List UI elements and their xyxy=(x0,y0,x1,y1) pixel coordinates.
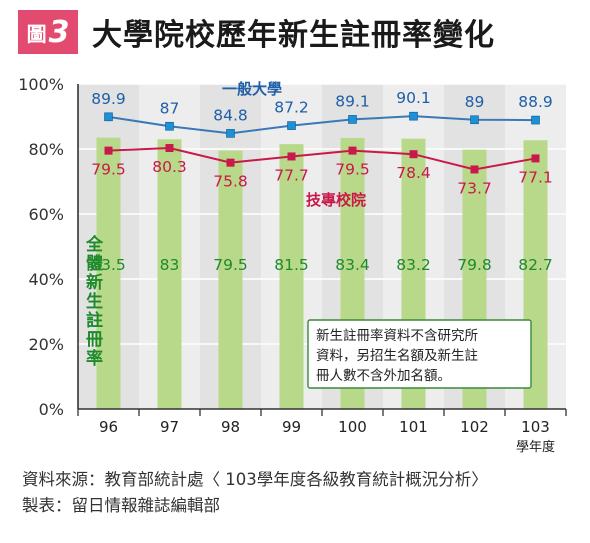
y-tick-label: 80% xyxy=(28,140,64,159)
line-value-label: 84.8 xyxy=(213,106,248,124)
line-marker xyxy=(104,146,113,155)
line-marker xyxy=(348,146,357,155)
note-line: 資料，另招生名額及新生註 xyxy=(316,348,478,364)
line-marker xyxy=(409,111,418,121)
line-value-label: 87.2 xyxy=(274,99,309,117)
x-unit-label: 學年度 xyxy=(516,439,555,455)
line-value-label: 77.1 xyxy=(518,168,553,186)
line-value-label: 88.9 xyxy=(518,93,553,111)
series-line xyxy=(108,115,536,135)
bar xyxy=(96,137,121,409)
figure-badge-number: 3 xyxy=(48,14,70,50)
bar-value-label: 79.5 xyxy=(213,256,248,274)
line-value-label: 89.9 xyxy=(91,90,126,108)
line-value-label: 79.5 xyxy=(335,161,370,179)
figure-badge: 圖 3 xyxy=(18,10,78,54)
chart-title: 大學院校歷年新生註冊率變化 xyxy=(92,18,495,53)
x-tick-label: 99 xyxy=(282,418,301,436)
figure-badge-prefix: 圖 xyxy=(26,21,47,46)
line-marker xyxy=(165,144,174,153)
line-value-label: 89 xyxy=(465,93,485,111)
x-tick-label: 97 xyxy=(160,418,179,436)
bar-value-label: 83 xyxy=(160,256,180,274)
x-tick-label: 102 xyxy=(460,418,489,436)
bar-series-label-char: 冊 xyxy=(86,330,103,350)
source-note: 資料來源：教育部統計處〈 103學年度各級教育統計概況分析〉 xyxy=(22,470,488,489)
bar-series-label-char: 新 xyxy=(86,272,103,293)
series-name-label: 一般大學 xyxy=(222,80,282,98)
note-line: 新生註冊率資料不含研究所 xyxy=(316,327,478,344)
line-marker xyxy=(470,115,479,125)
line-value-label: 90.1 xyxy=(396,89,431,107)
line-marker xyxy=(531,115,540,125)
line-marker xyxy=(226,158,235,167)
y-tick-label: 40% xyxy=(28,270,64,289)
line-marker xyxy=(287,152,296,161)
line-marker xyxy=(287,121,296,130)
y-tick-label: 60% xyxy=(28,205,64,224)
bar-value-label: 83.4 xyxy=(335,256,370,274)
bar-series-label-char: 體 xyxy=(86,254,103,274)
line-marker xyxy=(226,129,235,138)
line-value-label: 73.7 xyxy=(457,179,492,197)
x-tick-label: 98 xyxy=(221,418,240,436)
line-marker xyxy=(165,121,174,131)
y-tick-label: 100% xyxy=(18,75,64,94)
line-marker xyxy=(409,150,418,159)
chart: 0% 20% 40% 60% 80% 100% 96 97 98 99 100 101 102 103 學年… xyxy=(18,75,567,455)
x-tick-label: 100 xyxy=(338,418,367,436)
bar xyxy=(157,139,182,409)
line-value-label: 87 xyxy=(160,99,180,117)
series-name-label: 技專校院 xyxy=(306,191,366,209)
line-value-label: 80.3 xyxy=(152,158,187,176)
bar-series-label-char: 註 xyxy=(86,310,103,331)
y-tick-label: 20% xyxy=(28,335,64,354)
bar-value-label: 83.2 xyxy=(396,256,431,274)
x-tick-label: 103 xyxy=(521,418,550,436)
bar xyxy=(218,150,243,409)
note-box xyxy=(307,319,532,389)
bar-value-label: 81.5 xyxy=(274,256,309,274)
line-marker xyxy=(348,115,357,124)
x-tick-label: 101 xyxy=(399,418,428,436)
maker-note: 製表：留日情報雜誌編輯部 xyxy=(22,496,220,515)
x-tick-label: 96 xyxy=(99,418,118,436)
line-value-label: 78.4 xyxy=(396,164,431,182)
line-value-label: 77.7 xyxy=(274,166,309,184)
bar xyxy=(279,144,304,409)
line-marker xyxy=(470,165,479,174)
series-line xyxy=(108,147,536,171)
bar-value-label: 82.7 xyxy=(518,256,553,274)
bar-series-label: 全體新生註冊率 xyxy=(85,234,104,369)
figure-header: 圖 3 大學院校歷年新生註冊率變化 xyxy=(18,8,495,56)
line-marker xyxy=(531,154,540,163)
bar-value-label: 83.5 xyxy=(91,256,126,274)
line-value-label: 75.8 xyxy=(213,173,248,191)
line-marker xyxy=(104,112,113,122)
bar-series-label-char: 全 xyxy=(85,234,104,255)
bar-series-label-char: 率 xyxy=(86,348,103,369)
y-tick-label: 0% xyxy=(39,400,64,419)
note-line: 冊人數不含外加名額。 xyxy=(316,368,451,384)
line-value-label: 89.1 xyxy=(335,92,370,110)
line-value-label: 79.5 xyxy=(91,161,126,179)
bar-value-label: 79.8 xyxy=(457,256,492,274)
bar-series-label-char: 生 xyxy=(86,291,103,312)
